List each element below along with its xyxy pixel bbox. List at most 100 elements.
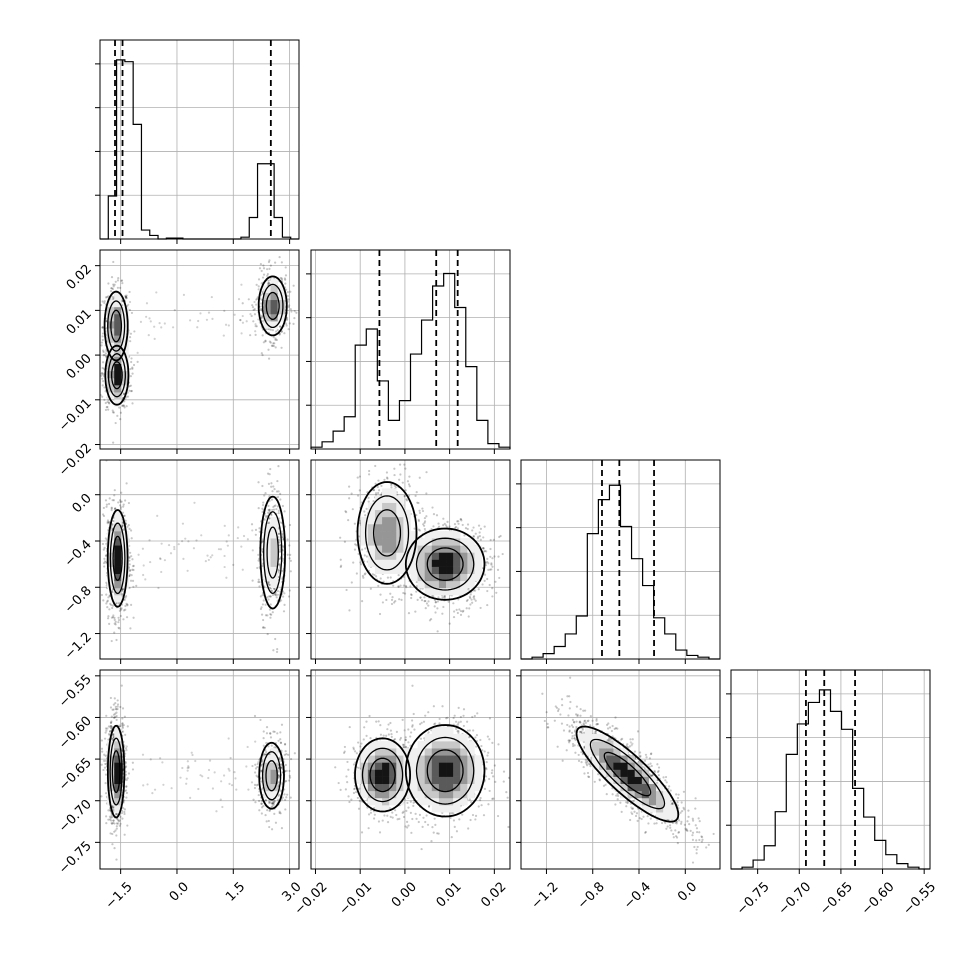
scatter-point xyxy=(378,489,380,491)
scatter-point xyxy=(364,547,366,549)
scatter-point xyxy=(436,514,438,516)
scatter-point xyxy=(480,607,482,609)
scatter-point xyxy=(129,570,131,572)
scatter-point xyxy=(486,578,488,580)
scatter-point xyxy=(264,340,266,342)
scatter-point xyxy=(225,577,227,579)
scatter-point xyxy=(121,279,123,281)
scatter-point xyxy=(122,618,124,620)
scatter-point xyxy=(105,792,107,794)
scatter-point xyxy=(258,285,260,287)
scatter-point xyxy=(281,570,283,572)
scatter-point xyxy=(143,564,145,566)
scatter-point xyxy=(265,515,267,517)
scatter-point xyxy=(115,621,117,623)
scatter-point xyxy=(290,310,292,312)
y-tick-label: 0.0 xyxy=(70,491,95,516)
scatter-point xyxy=(101,341,103,343)
scatter-point xyxy=(132,569,134,571)
scatter-point xyxy=(399,585,401,587)
histogram-panel-2 xyxy=(516,460,720,664)
scatter-point xyxy=(112,409,114,411)
scatter-point xyxy=(123,609,125,611)
histogram-step xyxy=(521,485,720,659)
scatter-point xyxy=(469,603,471,605)
scatter-point xyxy=(193,547,195,549)
y-tick-label: −1.2 xyxy=(62,630,95,663)
scatter-point xyxy=(479,531,481,533)
scatter-point xyxy=(130,390,132,392)
scatter-point xyxy=(351,581,353,583)
density-cell xyxy=(432,552,439,559)
scatter-point xyxy=(269,468,271,470)
density-cell xyxy=(439,581,446,588)
scatter-point xyxy=(102,350,104,352)
scatter-point xyxy=(491,595,493,597)
scatter-point xyxy=(268,280,270,282)
scatter-point xyxy=(270,603,272,605)
scatter-point xyxy=(105,506,107,508)
panel-contents xyxy=(97,459,291,653)
density-cell xyxy=(382,538,389,545)
scatter-point xyxy=(258,579,260,581)
scatter-point xyxy=(448,525,450,527)
scatter-point xyxy=(466,607,468,609)
scatter-point xyxy=(270,486,272,488)
scatter-point xyxy=(416,502,418,504)
scatter-point xyxy=(453,610,455,612)
scatter-point xyxy=(472,526,474,528)
scatter-point xyxy=(257,581,259,583)
scatter-point xyxy=(359,489,361,491)
scatter-point xyxy=(103,354,105,356)
scatter-point xyxy=(379,613,381,615)
scatter-point xyxy=(137,361,139,363)
scatter-point xyxy=(153,326,155,328)
scatter-point xyxy=(471,602,473,604)
scatter-point xyxy=(121,282,123,284)
scatter-point xyxy=(416,581,418,583)
scatter-point xyxy=(117,627,119,629)
scatter-point xyxy=(442,606,444,608)
scatter-point xyxy=(268,261,270,263)
scatter-point xyxy=(399,464,401,466)
scatter-point xyxy=(270,264,272,266)
scatter-point xyxy=(475,600,477,602)
scatter-point xyxy=(415,591,417,593)
scatter-point xyxy=(442,518,444,520)
scatter-point xyxy=(273,336,275,338)
scatter-point xyxy=(255,299,257,301)
scatter-point xyxy=(351,493,353,495)
scatter-point xyxy=(402,482,404,484)
scatter-point xyxy=(285,274,287,276)
scatter-point xyxy=(254,323,256,325)
scatter-point xyxy=(277,590,279,592)
scatter-point xyxy=(368,473,370,475)
scatter-point xyxy=(242,322,244,324)
scatter-point xyxy=(120,607,122,609)
scatter-point xyxy=(364,514,366,516)
scatter-point xyxy=(227,545,229,547)
scatter-point xyxy=(159,558,161,560)
density-cell xyxy=(439,531,446,538)
scatter-point xyxy=(110,290,112,292)
scatter-point xyxy=(200,534,202,536)
scatter-point xyxy=(480,528,482,530)
scatter-point xyxy=(274,504,276,506)
scatter-point xyxy=(254,308,256,310)
scatter-point xyxy=(111,607,113,609)
scatter-point xyxy=(119,501,121,503)
scatter-point xyxy=(278,510,280,512)
scatter-point xyxy=(130,375,132,377)
axes-frame xyxy=(100,40,299,239)
scatter-point xyxy=(352,508,354,510)
scatter-point xyxy=(113,632,115,634)
scatter-point xyxy=(172,326,174,328)
scatter-point xyxy=(287,554,289,556)
scatter-point xyxy=(224,566,226,568)
scatter-point xyxy=(366,555,368,557)
scatter-point xyxy=(108,608,110,610)
scatter-point xyxy=(137,554,139,556)
histogram-step xyxy=(731,690,930,869)
scatter-point xyxy=(418,520,420,522)
